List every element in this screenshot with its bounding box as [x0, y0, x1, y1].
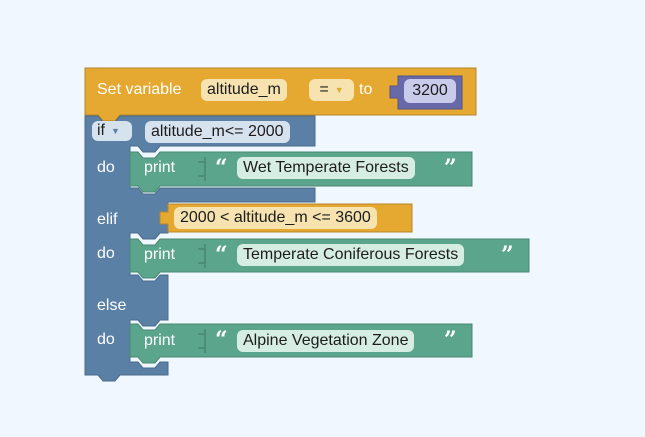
- variable-name-text: altitude_m: [207, 81, 281, 98]
- open-quote-icon: “: [215, 155, 228, 181]
- elif-condition-field[interactable]: 2000 < altitude_m <= 3600: [174, 207, 377, 229]
- print-string-field-3[interactable]: Alpine Vegetation Zone: [237, 330, 415, 352]
- do-label-1: do: [97, 159, 115, 176]
- dropdown-arrow-icon: ▼: [334, 85, 344, 95]
- variable-name-field[interactable]: altitude_m: [201, 79, 287, 101]
- if-label: if: [97, 122, 105, 139]
- number-value-text: 3200: [412, 82, 448, 99]
- print-string-text-2: Temperate Coniferous Forests: [243, 246, 459, 263]
- elif-label: elif: [97, 211, 118, 228]
- number-value-field[interactable]: 3200: [404, 79, 456, 103]
- text-block-tab-1: [198, 157, 206, 181]
- if-type-dropdown[interactable]: if ▼: [92, 121, 132, 141]
- print-string-text-3: Alpine Vegetation Zone: [243, 332, 409, 349]
- else-label: else: [97, 297, 127, 314]
- close-quote-icon: ”: [444, 155, 457, 181]
- open-quote-icon: “: [215, 242, 228, 268]
- print-label-2: print: [144, 246, 176, 263]
- close-quote-icon: ”: [444, 327, 457, 353]
- print-string-field-2[interactable]: Temperate Coniferous Forests: [237, 244, 465, 266]
- operator-text: =: [319, 81, 329, 98]
- if-condition-text: altitude_m<= 2000: [151, 123, 284, 140]
- open-quote-icon: “: [215, 327, 228, 353]
- if-condition-field[interactable]: altitude_m<= 2000: [145, 121, 290, 143]
- assignment-operator-dropdown[interactable]: = ▼: [309, 79, 354, 101]
- dropdown-arrow-icon: ▼: [111, 126, 120, 136]
- text-block-tab-3: [198, 329, 206, 353]
- print-string-field-1[interactable]: Wet Temperate Forests: [237, 157, 415, 179]
- do-label-2: do: [97, 245, 115, 262]
- print-label-3: print: [144, 332, 176, 349]
- elif-condition-text: 2000 < altitude_m <= 3600: [180, 209, 371, 226]
- do-label-3: do: [97, 331, 115, 348]
- text-block-tab-2: [198, 244, 206, 268]
- set-variable-label: Set variable: [97, 81, 182, 98]
- print-label-1: print: [144, 159, 176, 176]
- to-label: to: [359, 81, 373, 98]
- print-string-text-1: Wet Temperate Forests: [243, 159, 409, 176]
- close-quote-icon: ”: [501, 242, 514, 268]
